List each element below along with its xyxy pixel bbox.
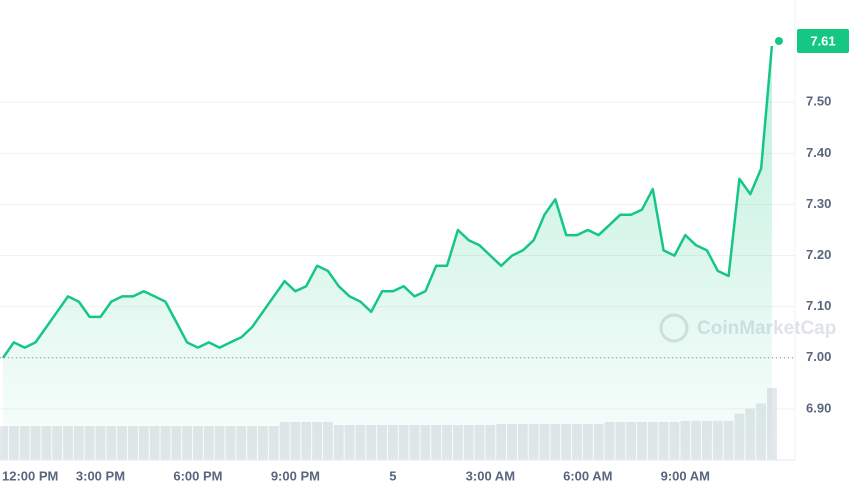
y-tick-label: 6.90	[806, 400, 831, 415]
x-tick-label: 9:00 PM	[271, 468, 320, 483]
plot	[0, 36, 795, 460]
y-tick-label: 7.10	[806, 298, 831, 313]
x-tick-label: 9:00 AM	[661, 468, 710, 483]
y-tick-label: 7.30	[806, 196, 831, 211]
volume-bar	[767, 388, 777, 460]
y-tick-label: 7.20	[806, 247, 831, 262]
price-line	[1, 45, 774, 359]
x-tick-label: 12:00 PM	[2, 468, 58, 483]
x-tick-label: 3:00 AM	[466, 468, 515, 483]
x-tick-label: 3:00 PM	[76, 468, 125, 483]
y-tick-label: 7.00	[806, 349, 831, 364]
y-tick-label: 7.40	[806, 145, 831, 160]
price-tag	[797, 29, 849, 53]
price-tag-label: 7.61	[810, 33, 835, 48]
area	[3, 46, 772, 460]
x-tick-label: 6:00 PM	[173, 468, 222, 483]
y-tick-label: 7.50	[806, 94, 831, 109]
last-point	[773, 36, 784, 46]
x-tick-label: 5	[389, 468, 396, 483]
x-tick-label: 6:00 AM	[563, 468, 612, 483]
